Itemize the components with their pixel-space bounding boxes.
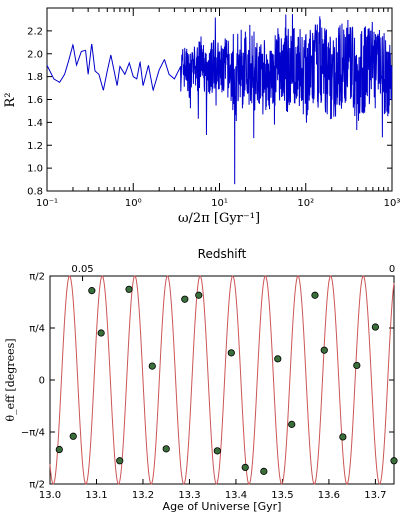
chart2-y-axis-label: θ_eff [degrees]	[4, 338, 17, 421]
power-spectrum-chart: 0.81.01.21.41.61.82.02.2 10⁻¹ 10⁰ 10¹ 10² 10…	[3, 7, 400, 226]
chart1-y-tick-label: 1.2	[27, 141, 43, 152]
chart2-x-tick-label: 13.2	[132, 490, 154, 501]
chart1-y-tick-label: 1.0	[27, 164, 43, 175]
chart2-data-point	[260, 467, 268, 475]
chart1-y-axis-label: R²	[3, 93, 18, 108]
chart2-y-tick-label: π/2	[29, 272, 45, 283]
chart2-top-tick-label: 0	[389, 264, 395, 275]
chart1-x-ticks: 10⁻¹ 10⁰ 10¹ 10² 10³	[36, 8, 400, 209]
chart2-data-point	[116, 457, 124, 465]
chart2-data-point	[288, 420, 296, 428]
chart2-data-point	[69, 432, 77, 440]
chart1-y-tick-label: 1.4	[27, 118, 43, 129]
chart1-y-tick-label: 1.6	[27, 95, 43, 106]
chart2-data-point	[148, 362, 156, 370]
chart2-y-ticks: π/2 −π/4 0 π/4 π/2	[21, 272, 394, 491]
chart2-y-tick-label: −π/4	[21, 428, 45, 439]
chart2-data-point	[371, 323, 380, 331]
chart2-x-tick-label: 13.0	[39, 490, 61, 501]
chart2-data-point	[274, 355, 282, 363]
chart2-x-tick-label: 13.6	[318, 490, 340, 501]
chart2-x-axis-label: Age of Universe [Gyr]	[163, 500, 282, 513]
chart2-data-point	[213, 447, 221, 455]
chart1-y-tick-label: 2.2	[27, 26, 43, 37]
chart2-data-point	[181, 295, 189, 303]
chart1-y-tick-label: 0.8	[27, 187, 43, 198]
chart1-x-tick-label: 10⁰	[125, 198, 142, 209]
chart2-y-tick-label: π/2	[29, 480, 45, 491]
chart2-x-tick-label: 13.4	[225, 490, 247, 501]
chart2-data-point	[125, 285, 133, 293]
chart2-data-point	[390, 457, 398, 465]
chart2-data-point	[227, 349, 235, 357]
chart2-data-point	[97, 329, 105, 337]
chart1-x-axis-label: ω/2π [Gyr⁻¹]	[178, 211, 260, 226]
chart2-data-point	[320, 346, 328, 354]
chart2-top-axis: 0.05 0	[71, 264, 395, 281]
chart2-data-point	[241, 463, 249, 471]
chart2-y-tick-label: π/4	[29, 324, 45, 335]
chart2-x-tick-label: 13.1	[85, 490, 107, 501]
chart2-data-point	[162, 445, 170, 453]
chart2-x-tick-label: 13.3	[178, 490, 200, 501]
chart2-x-tick-label: 13.5	[271, 490, 293, 501]
chart2-data-point	[195, 291, 203, 299]
chart1-y-tick-label: 1.8	[27, 72, 43, 83]
chart2-points	[55, 285, 398, 475]
chart2-top-tick-label: 0.05	[71, 264, 93, 275]
chart2-x-tick-label: 13.7	[364, 490, 386, 501]
chart1-y-tick-label: 2.0	[27, 49, 43, 60]
chart2-data-point	[55, 445, 63, 454]
chart1-x-tick-label: 10⁻¹	[36, 198, 58, 209]
chart2-data-point	[339, 433, 347, 441]
chart2-data-point	[353, 361, 361, 370]
phase-scatter-chart: Redshift 0.05 0 π/2−π/40π/4π/2 13.0 13.1 13…	[4, 247, 398, 513]
chart2-title: Redshift	[198, 247, 247, 261]
chart2-data-point	[88, 287, 96, 295]
chart1-series-line	[46, 14, 393, 185]
chart1-x-tick-label: 10³	[384, 198, 400, 209]
chart2-data-point	[311, 291, 319, 299]
chart1-y-ticks: 0.8 1.0 1.2 1.4 1.6 1.8 2.0 2.2	[27, 26, 392, 198]
chart1-x-tick-label: 10¹	[211, 198, 228, 209]
chart2-x-ticks: 13.0 13.1 13.2 13.3 13.4 13.5 13.6 13.7	[39, 479, 387, 501]
chart1-x-tick-label: 10²	[297, 198, 314, 209]
chart2-sine-curve	[49, 275, 395, 485]
chart2-y-tick-label: 0	[39, 376, 45, 387]
